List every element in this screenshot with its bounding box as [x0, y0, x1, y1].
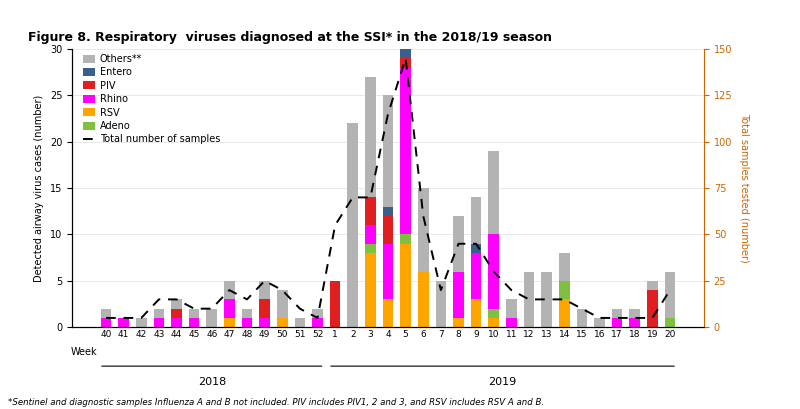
Bar — [612, 309, 622, 318]
Bar — [154, 318, 164, 327]
Bar — [559, 281, 570, 299]
Bar — [454, 318, 464, 327]
Bar — [189, 309, 199, 318]
Bar — [365, 198, 376, 225]
Bar — [559, 299, 570, 327]
Bar — [242, 309, 252, 318]
Bar — [118, 318, 129, 327]
Bar — [400, 58, 411, 67]
Bar — [347, 123, 358, 327]
Bar — [259, 318, 270, 327]
Bar — [312, 318, 322, 327]
Bar — [630, 309, 640, 318]
Bar — [418, 188, 429, 272]
Bar — [224, 299, 234, 318]
Bar — [471, 244, 482, 253]
Bar — [665, 318, 675, 327]
Bar — [577, 309, 587, 327]
Bar — [189, 318, 199, 327]
Bar — [171, 309, 182, 318]
Y-axis label: Total samples tested (number): Total samples tested (number) — [739, 113, 749, 263]
Bar — [400, 244, 411, 327]
Legend: Others**, Entero, PIV, Rhino, RSV, Adeno, Total number of samples: Others**, Entero, PIV, Rhino, RSV, Adeno… — [83, 54, 220, 144]
Bar — [418, 272, 429, 327]
Bar — [471, 198, 482, 244]
Bar — [647, 281, 658, 290]
Bar — [382, 207, 394, 216]
Y-axis label: Detected airway virus cases (number): Detected airway virus cases (number) — [34, 94, 44, 282]
Bar — [435, 281, 446, 327]
Bar — [612, 318, 622, 327]
Text: Week: Week — [70, 347, 98, 357]
Bar — [224, 281, 234, 299]
Bar — [471, 253, 482, 299]
Bar — [259, 299, 270, 318]
Bar — [330, 281, 341, 327]
Bar — [171, 318, 182, 327]
Text: 2019: 2019 — [489, 377, 517, 387]
Text: *Sentinel and diagnostic samples Influenza A and B not included. PIV includes PI: *Sentinel and diagnostic samples Influen… — [8, 398, 544, 407]
Bar — [506, 299, 517, 318]
Bar — [277, 290, 287, 318]
Bar — [365, 77, 376, 198]
Bar — [224, 318, 234, 327]
Bar — [559, 253, 570, 281]
Bar — [294, 318, 305, 327]
Bar — [506, 318, 517, 327]
Bar — [242, 318, 252, 327]
Bar — [382, 95, 394, 207]
Bar — [647, 290, 658, 327]
Bar — [312, 309, 322, 318]
Bar — [400, 40, 411, 49]
Bar — [454, 272, 464, 318]
Bar — [542, 272, 552, 327]
Bar — [665, 272, 675, 318]
Bar — [365, 253, 376, 327]
Bar — [594, 318, 605, 327]
Text: 2018: 2018 — [198, 377, 226, 387]
Bar — [171, 299, 182, 309]
Bar — [400, 67, 411, 234]
Bar — [489, 151, 499, 234]
Bar — [365, 244, 376, 253]
Bar — [489, 309, 499, 318]
Bar — [101, 309, 111, 318]
Bar — [489, 318, 499, 327]
Bar — [489, 234, 499, 309]
Bar — [365, 225, 376, 244]
Bar — [259, 281, 270, 299]
Bar — [382, 216, 394, 244]
Bar — [524, 272, 534, 327]
Bar — [400, 49, 411, 58]
Text: Figure 8. Respiratory  viruses diagnosed at the SSI* in the 2018/19 season: Figure 8. Respiratory viruses diagnosed … — [28, 31, 552, 44]
Bar — [101, 318, 111, 327]
Bar — [630, 318, 640, 327]
Bar — [382, 244, 394, 299]
Bar — [206, 309, 217, 327]
Bar — [454, 216, 464, 272]
Bar — [382, 299, 394, 327]
Bar — [136, 318, 146, 327]
Bar — [471, 299, 482, 327]
Bar — [400, 234, 411, 244]
Bar — [277, 318, 287, 327]
Bar — [154, 309, 164, 318]
